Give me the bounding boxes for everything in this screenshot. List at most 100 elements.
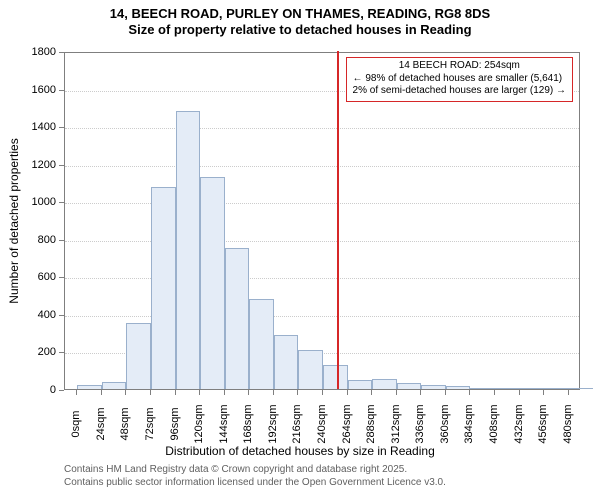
x-tick-label: 0sqm [70, 411, 82, 438]
x-tick-label: 120sqm [193, 404, 205, 443]
histogram-bar [298, 350, 323, 389]
y-tick-mark [59, 52, 64, 53]
x-tick-mark [125, 390, 126, 395]
x-tick-mark [199, 390, 200, 395]
x-tick-label: 432sqm [513, 404, 525, 443]
y-tick-mark [59, 202, 64, 203]
y-tick-label: 1400 [16, 121, 56, 133]
y-tick-label: 0 [16, 384, 56, 396]
y-tick-label: 600 [16, 271, 56, 283]
y-tick-mark [59, 127, 64, 128]
histogram-bar [397, 383, 422, 389]
grid-line [65, 128, 579, 129]
x-tick-mark [150, 390, 151, 395]
y-tick-mark [59, 90, 64, 91]
footer-line-1: Contains HM Land Registry data © Crown c… [64, 464, 600, 477]
y-tick-label: 1200 [16, 159, 56, 171]
x-tick-mark [101, 390, 102, 395]
x-tick-mark [175, 390, 176, 395]
y-tick-mark [59, 165, 64, 166]
x-tick-label: 360sqm [439, 404, 451, 443]
annotation-box: 14 BEECH ROAD: 254sqm← 98% of detached h… [346, 57, 573, 102]
x-tick-mark [396, 390, 397, 395]
y-tick-mark [59, 390, 64, 391]
annotation-line-3: 2% of semi-detached houses are larger (1… [353, 85, 566, 98]
histogram-bar [569, 388, 594, 389]
y-tick-label: 1600 [16, 84, 56, 96]
histogram-bar [348, 380, 373, 389]
x-tick-label: 240sqm [316, 404, 328, 443]
y-tick-label: 800 [16, 234, 56, 246]
histogram-bar [470, 388, 495, 389]
x-tick-mark [494, 390, 495, 395]
histogram-bar [200, 177, 225, 389]
x-tick-mark [568, 390, 569, 395]
histogram-bar [176, 111, 201, 389]
y-tick-label: 200 [16, 346, 56, 358]
histogram-bar [225, 248, 250, 389]
y-tick-mark [59, 240, 64, 241]
y-tick-mark [59, 352, 64, 353]
histogram-bar [126, 323, 151, 389]
chart-title: 14, BEECH ROAD, PURLEY ON THAMES, READIN… [0, 6, 600, 39]
x-tick-label: 336sqm [414, 404, 426, 443]
y-tick-label: 1800 [16, 46, 56, 58]
x-tick-label: 168sqm [242, 404, 254, 443]
histogram-bar [372, 379, 397, 389]
x-axis-label: Distribution of detached houses by size … [0, 444, 600, 458]
x-tick-mark [420, 390, 421, 395]
histogram-bar [446, 386, 471, 389]
x-tick-label: 48sqm [119, 407, 131, 440]
histogram-bar [520, 388, 545, 389]
title-line-1: 14, BEECH ROAD, PURLEY ON THAMES, READIN… [0, 6, 600, 22]
histogram-bar [249, 299, 274, 389]
x-tick-label: 72sqm [144, 407, 156, 440]
histogram-bar [495, 388, 520, 389]
x-tick-mark [248, 390, 249, 395]
footer-line-2: Contains public sector information licen… [64, 477, 600, 490]
histogram-bar [102, 382, 127, 390]
histogram-bar [151, 187, 176, 389]
x-tick-mark [273, 390, 274, 395]
chart-container: 14, BEECH ROAD, PURLEY ON THAMES, READIN… [0, 0, 600, 500]
grid-line [65, 241, 579, 242]
x-tick-mark [347, 390, 348, 395]
x-tick-label: 264sqm [341, 404, 353, 443]
x-tick-mark [224, 390, 225, 395]
x-tick-mark [519, 390, 520, 395]
histogram-bar [323, 365, 348, 389]
grid-line [65, 316, 579, 317]
x-tick-label: 96sqm [169, 407, 181, 440]
x-tick-label: 216sqm [291, 404, 303, 443]
footer-attribution: Contains HM Land Registry data © Crown c… [0, 464, 600, 489]
x-tick-mark [371, 390, 372, 395]
x-tick-mark [297, 390, 298, 395]
x-tick-label: 192sqm [267, 404, 279, 443]
histogram-bar [544, 388, 569, 389]
x-tick-label: 288sqm [365, 404, 377, 443]
x-tick-label: 384sqm [463, 404, 475, 443]
x-tick-label: 24sqm [95, 407, 107, 440]
x-tick-mark [445, 390, 446, 395]
title-line-2: Size of property relative to detached ho… [0, 22, 600, 38]
grid-line [65, 166, 579, 167]
histogram-bar [274, 335, 299, 389]
x-tick-label: 144sqm [218, 404, 230, 443]
histogram-bar [77, 385, 102, 389]
grid-line [65, 203, 579, 204]
y-tick-label: 400 [16, 309, 56, 321]
x-tick-label: 408sqm [488, 404, 500, 443]
x-tick-label: 480sqm [562, 404, 574, 443]
x-tick-mark [76, 390, 77, 395]
histogram-bar [421, 385, 446, 389]
y-tick-mark [59, 315, 64, 316]
x-tick-mark [543, 390, 544, 395]
y-tick-mark [59, 277, 64, 278]
x-tick-label: 312sqm [390, 404, 402, 443]
plot-area: 14 BEECH ROAD: 254sqm← 98% of detached h… [64, 52, 580, 390]
x-tick-label: 456sqm [537, 404, 549, 443]
annotation-line-1: 14 BEECH ROAD: 254sqm [353, 60, 566, 73]
y-tick-label: 1000 [16, 196, 56, 208]
x-tick-mark [322, 390, 323, 395]
property-marker-line [337, 51, 339, 389]
